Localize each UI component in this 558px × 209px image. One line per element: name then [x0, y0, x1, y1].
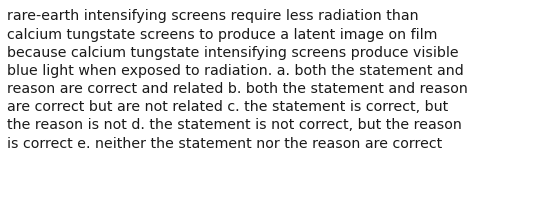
Text: rare-earth intensifying screens require less radiation than
calcium tungstate sc: rare-earth intensifying screens require …	[7, 9, 468, 151]
